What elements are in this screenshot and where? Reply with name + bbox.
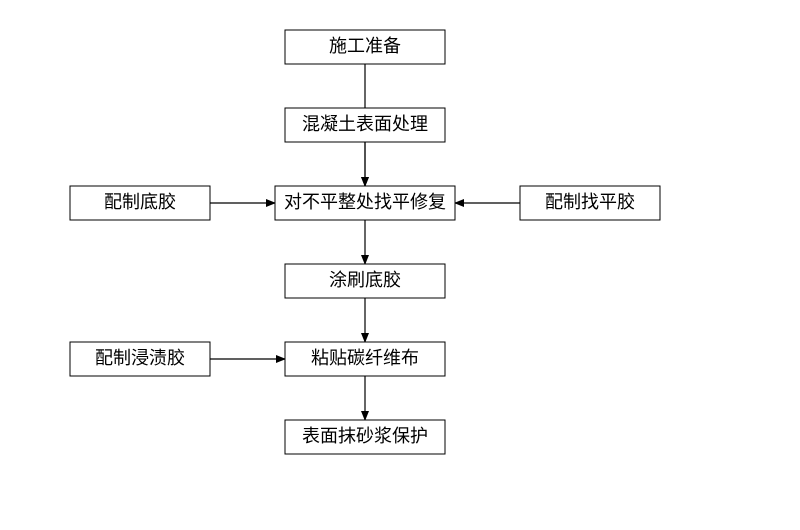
flow-node-label: 配制底胶 (104, 192, 176, 212)
flow-node-label: 对不平整处找平修复 (284, 192, 446, 212)
flow-node-label: 配制找平胶 (545, 192, 635, 212)
flow-node-label: 涂刷底胶 (329, 270, 401, 290)
flow-node-label: 表面抹砂浆保护 (302, 426, 428, 446)
flow-node-label: 配制浸渍胶 (95, 348, 185, 368)
flow-node-label: 粘贴碳纤维布 (311, 348, 419, 368)
flow-node-n2: 混凝土表面处理 (285, 108, 445, 142)
flow-node-n5: 粘贴碳纤维布 (285, 342, 445, 376)
flow-node-n4: 涂刷底胶 (285, 264, 445, 298)
flow-node-label: 混凝土表面处理 (302, 114, 428, 134)
flow-node-n1: 施工准备 (285, 30, 445, 64)
flowchart: 施工准备混凝土表面处理对不平整处找平修复涂刷底胶粘贴碳纤维布表面抹砂浆保护 配制底… (0, 0, 800, 530)
flow-node-sL1: 配制底胶 (70, 186, 210, 220)
flow-node-n3: 对不平整处找平修复 (275, 186, 455, 220)
flow-node-sL2: 配制浸渍胶 (70, 342, 210, 376)
flow-node-n6: 表面抹砂浆保护 (285, 420, 445, 454)
flow-node-sR1: 配制找平胶 (520, 186, 660, 220)
flow-node-label: 施工准备 (329, 36, 401, 56)
